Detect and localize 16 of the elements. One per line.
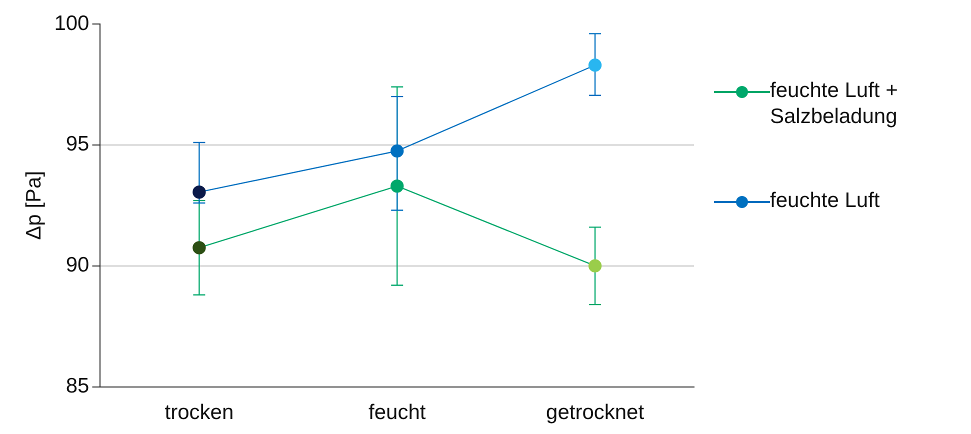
x-tick-label: feucht xyxy=(368,401,426,424)
point xyxy=(390,144,404,158)
y-tick-label: 85 xyxy=(66,374,90,398)
legend-label: feuchte Luft xyxy=(770,188,880,214)
y-tick-label: 95 xyxy=(66,132,90,156)
point xyxy=(588,259,602,272)
point xyxy=(390,179,404,193)
point xyxy=(588,58,602,72)
x-tick-label: trocken xyxy=(164,401,234,424)
x-tick-label: getrocknet xyxy=(546,401,644,424)
y-tick-label: 100 xyxy=(54,12,90,35)
y-axis-title: Δp [Pa] xyxy=(22,170,46,240)
point xyxy=(192,241,206,254)
y-tick-label: 90 xyxy=(66,254,90,277)
point xyxy=(192,186,206,199)
legend-label: feuchte Luft + Salzbeladung xyxy=(770,78,899,130)
